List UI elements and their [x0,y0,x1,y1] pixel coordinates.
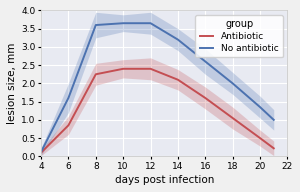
X-axis label: days post infection: days post infection [115,175,214,185]
No antibiotic [258,106,262,108]
Antibiotic [272,147,275,149]
Antibiotic [39,151,43,154]
No antibiotic [122,22,125,24]
No antibiotic [67,97,70,99]
Y-axis label: lesion size, mm: lesion size, mm [7,43,17,124]
Antibiotic [67,124,70,127]
Antibiotic [176,79,180,81]
No antibiotic [231,82,235,84]
Antibiotic [122,68,125,70]
Line: No antibiotic: No antibiotic [41,23,274,152]
No antibiotic [272,119,275,121]
No antibiotic [94,24,98,26]
Antibiotic [258,137,262,139]
Legend: Antibiotic, No antibiotic: Antibiotic, No antibiotic [195,15,283,57]
Antibiotic [149,68,152,70]
No antibiotic [149,22,152,24]
No antibiotic [203,60,207,63]
Antibiotic [231,117,235,119]
Antibiotic [203,97,207,99]
No antibiotic [176,38,180,41]
Line: Antibiotic: Antibiotic [41,69,274,153]
Antibiotic [94,73,98,75]
No antibiotic [39,151,43,153]
